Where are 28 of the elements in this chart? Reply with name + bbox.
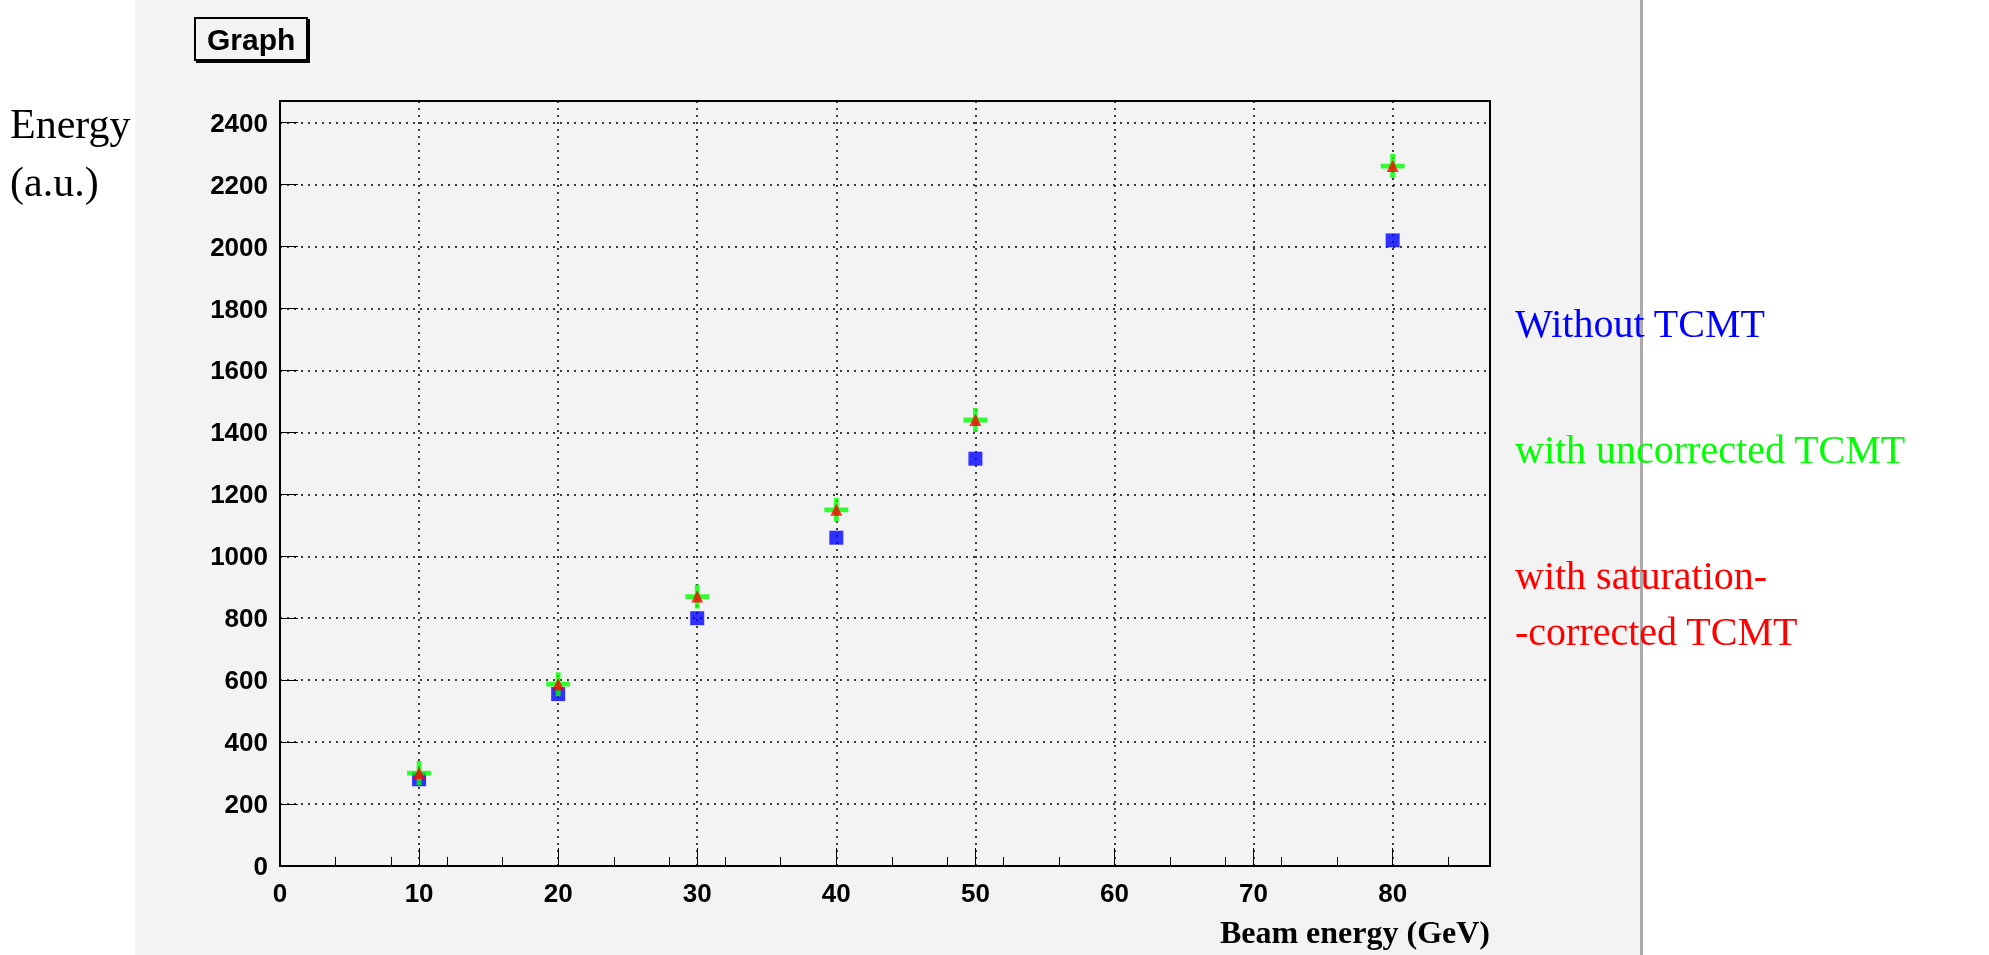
y-tick-label: 1000	[210, 541, 268, 572]
y-tick-label: 800	[224, 603, 268, 634]
x-tick-label: 10	[404, 878, 434, 908]
y-axis-title: Energy (a.u.)	[10, 101, 131, 206]
text: with saturation- -corrected TCMT	[1515, 552, 1798, 654]
y-tick-label: 2000	[210, 231, 268, 262]
x-tick-label: 50	[960, 878, 990, 908]
chart-title: Graph	[207, 22, 296, 56]
x-tick-label: 70	[1239, 878, 1269, 908]
x-tick-label: 80	[1378, 878, 1408, 908]
y-tick-label: 1400	[210, 417, 268, 448]
y-tick-label: 2200	[210, 169, 268, 200]
x-tick-label: 30	[682, 878, 712, 908]
text: with uncorrected TCMT	[1515, 426, 1906, 472]
y-tick-label: 600	[224, 665, 268, 696]
x-tick-label: 0	[272, 878, 288, 908]
y-tick-label: 1200	[210, 479, 268, 510]
x-tick-label: 60	[1100, 878, 1129, 908]
text: Without TCMT	[1515, 300, 1765, 346]
x-axis-title: Beam energy (GeV)	[1219, 914, 1490, 950]
y-tick-label: 1800	[210, 293, 268, 324]
y-tick-label: 400	[224, 727, 268, 758]
x-tick-label: 20	[543, 878, 573, 908]
y-tick-label: 1600	[210, 355, 268, 386]
y-tick-label: 200	[224, 789, 268, 820]
y-tick-label: 0	[253, 851, 268, 881]
x-tick-label: 40	[821, 878, 851, 908]
y-tick-label: 2400	[210, 107, 268, 138]
